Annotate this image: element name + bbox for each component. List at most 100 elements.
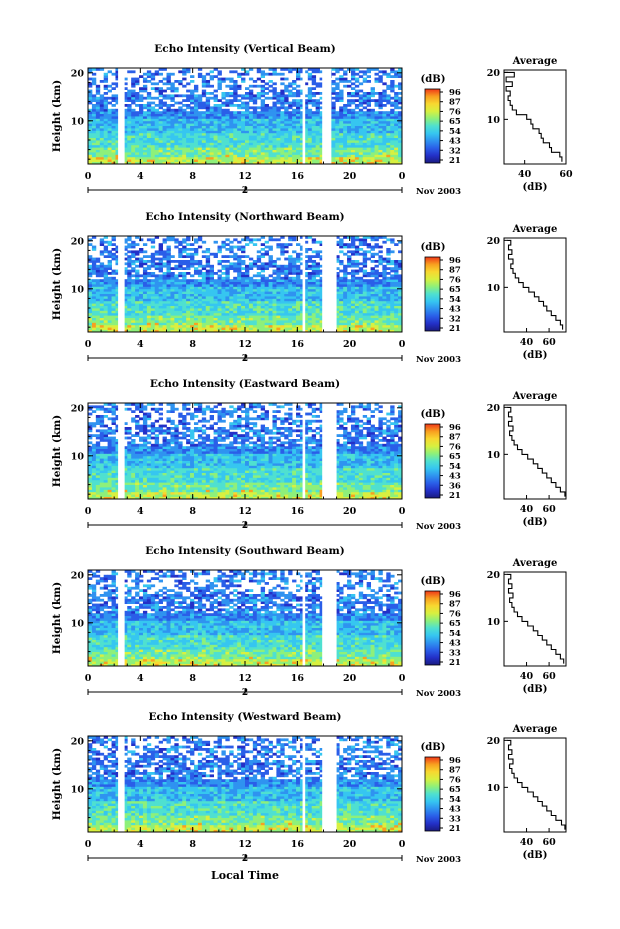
intensity-cell — [311, 137, 317, 141]
colorbar-tick-label: 43 — [449, 137, 461, 147]
intensity-cell — [280, 128, 285, 131]
intensity-cell — [217, 298, 222, 302]
intensity-cell — [315, 82, 320, 86]
intensity-cell — [378, 288, 383, 292]
intensity-cell — [233, 324, 238, 328]
intensity-cell — [284, 87, 289, 90]
intensity-cell — [331, 87, 336, 90]
intensity-cell — [205, 264, 211, 268]
intensity-cell — [386, 120, 391, 124]
intensity-cell — [123, 149, 128, 153]
intensity-cell — [190, 274, 195, 278]
intensity-cell — [288, 310, 293, 314]
intensity-cell — [213, 111, 218, 114]
intensity-cell — [139, 87, 144, 90]
intensity-cell — [190, 144, 195, 148]
intensity-cell — [260, 144, 266, 148]
intensity-cell — [158, 68, 163, 71]
intensity-cell — [382, 327, 387, 330]
intensity-cell — [315, 310, 320, 314]
intensity-cell — [288, 303, 293, 306]
intensity-cell — [178, 255, 183, 258]
intensity-cell — [107, 324, 112, 328]
intensity-cell — [103, 135, 109, 138]
intensity-cell — [272, 130, 277, 134]
intensity-cell — [366, 317, 372, 321]
intensity-cell — [186, 152, 191, 155]
intensity-cell — [170, 284, 175, 287]
intensity-cell — [103, 317, 109, 321]
intensity-cell — [158, 118, 163, 122]
intensity-cell — [111, 272, 116, 275]
intensity-cell — [88, 284, 93, 287]
intensity-cell — [213, 135, 218, 138]
intensity-cell — [193, 298, 199, 302]
intensity-cell — [335, 300, 340, 304]
intensity-cell — [146, 305, 152, 309]
intensity-cell — [299, 262, 305, 266]
intensity-cell — [150, 315, 156, 318]
intensity-cell — [213, 118, 218, 122]
intensity-cell — [311, 118, 317, 122]
intensity-cell — [303, 82, 309, 86]
intensity-cell — [229, 154, 234, 158]
intensity-cell — [331, 72, 336, 76]
intensity-cell — [303, 104, 309, 107]
intensity-cell — [284, 68, 289, 71]
intensity-cell — [174, 159, 179, 162]
intensity-cell — [95, 111, 101, 114]
intensity-cell — [252, 303, 258, 306]
intensity-cell — [382, 116, 387, 119]
intensity-cell — [256, 149, 262, 153]
intensity-cell — [174, 89, 179, 93]
intensity-cell — [150, 281, 156, 285]
intensity-cell — [319, 111, 324, 114]
intensity-cell — [315, 125, 320, 129]
intensity-cell — [186, 89, 191, 93]
intensity-cell — [182, 130, 187, 134]
intensity-cell — [233, 120, 238, 124]
intensity-cell — [394, 111, 399, 114]
intensity-cell — [339, 320, 344, 323]
intensity-cell — [225, 310, 230, 314]
intensity-cell — [178, 149, 183, 153]
intensity-cell — [237, 286, 242, 290]
intensity-cell — [358, 300, 364, 304]
intensity-cell — [284, 279, 289, 282]
intensity-cell — [174, 315, 179, 318]
intensity-cell — [272, 276, 277, 280]
intensity-cell — [264, 72, 269, 76]
intensity-cell — [264, 142, 269, 146]
intensity-cell — [292, 140, 297, 143]
intensity-cell — [299, 284, 305, 287]
intensity-cell — [398, 327, 403, 330]
intensity-cell — [241, 298, 246, 302]
intensity-cell — [178, 322, 183, 326]
intensity-cell — [150, 120, 156, 124]
intensity-cell — [343, 284, 348, 287]
intensity-cell — [205, 106, 211, 110]
intensity-cell — [225, 94, 230, 98]
intensity-cell — [382, 142, 387, 146]
intensity-cell — [99, 147, 105, 150]
intensity-cell — [268, 291, 273, 294]
intensity-cell — [260, 269, 266, 273]
intensity-cell — [390, 284, 395, 287]
intensity-cell — [378, 284, 383, 287]
intensity-cell — [142, 106, 148, 110]
intensity-cell — [272, 82, 277, 86]
intensity-cell — [213, 130, 218, 134]
intensity-cell — [233, 89, 238, 93]
intensity-cell — [347, 99, 352, 102]
intensity-cell — [264, 128, 269, 131]
intensity-cell — [221, 140, 226, 143]
intensity-cell — [127, 293, 132, 297]
intensity-cell — [382, 130, 387, 134]
intensity-cell — [390, 156, 395, 160]
intensity-cell — [111, 269, 116, 273]
intensity-cell — [193, 99, 199, 102]
intensity-cell — [95, 274, 101, 278]
intensity-cell — [311, 123, 317, 126]
intensity-cell — [193, 104, 199, 107]
intensity-cell — [343, 279, 348, 282]
